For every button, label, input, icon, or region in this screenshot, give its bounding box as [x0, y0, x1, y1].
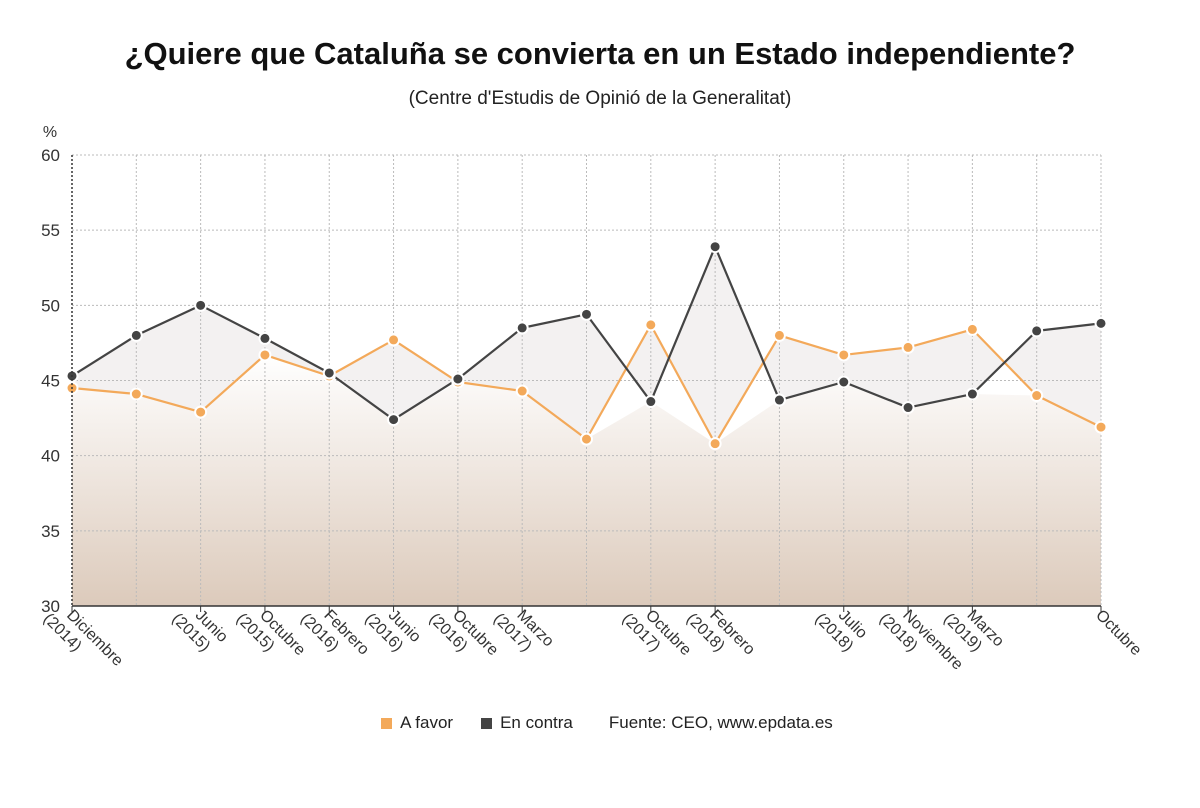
- data-point-favor: [1094, 420, 1108, 434]
- data-point-contra: [772, 393, 786, 407]
- y-tick-label: 45: [41, 372, 60, 391]
- legend-swatch-contra: [481, 717, 493, 729]
- data-point-favor: [1030, 389, 1044, 403]
- legend-item-favor: A favor: [381, 713, 453, 733]
- chart-legend: A favor En contra Fuente: CEO, www.epdat…: [0, 713, 1200, 733]
- data-point-contra: [644, 395, 658, 409]
- x-tick-label: Octubre(2017): [619, 597, 695, 673]
- data-point-favor: [772, 328, 786, 342]
- x-tick-label: Marzo(2017): [490, 597, 557, 664]
- y-tick-label: 35: [41, 522, 60, 541]
- data-point-favor: [965, 322, 979, 336]
- y-axis-label: %: [43, 124, 57, 141]
- y-tick-label: 30: [41, 597, 60, 616]
- data-point-contra: [129, 328, 143, 342]
- data-point-favor: [644, 318, 658, 332]
- x-tick-label: Octubre(2015): [233, 597, 309, 673]
- data-point-contra: [965, 387, 979, 401]
- x-tick-label: Octubre: [1092, 607, 1144, 659]
- data-point-contra: [322, 366, 336, 380]
- legend-item-contra: En contra: [481, 713, 573, 733]
- y-tick-label: 50: [41, 296, 60, 315]
- data-point-contra: [194, 298, 208, 312]
- chart-title: ¿Quiere que Cataluña se convierta en un …: [124, 36, 1076, 71]
- legend-label-favor: A favor: [400, 713, 454, 732]
- data-point-favor: [194, 405, 208, 419]
- data-point-contra: [387, 413, 401, 427]
- data-point-favor: [258, 348, 272, 362]
- data-point-contra: [1030, 324, 1044, 338]
- data-point-contra: [708, 240, 722, 254]
- y-tick-label: 40: [41, 447, 60, 466]
- data-point-favor: [129, 387, 143, 401]
- source-note: Fuente: CEO, www.epdata.es: [608, 713, 833, 732]
- data-point-favor: [708, 437, 722, 451]
- data-point-contra: [258, 331, 272, 345]
- chart-subtitle: (Centre d'Estudis de Opinió de la Genera…: [408, 88, 792, 109]
- legend-swatch-favor: [381, 717, 393, 729]
- data-point-contra: [901, 401, 915, 415]
- y-tick-label: 60: [41, 146, 60, 165]
- data-point-contra: [837, 375, 851, 389]
- data-point-favor: [580, 432, 593, 446]
- x-tick-label: Febrero(2018): [683, 597, 758, 672]
- x-tick-label: Octubre(2016): [426, 597, 502, 673]
- data-point-favor: [515, 384, 529, 398]
- x-tick-label: Febrero(2016): [297, 597, 372, 672]
- y-tick-label: 55: [41, 221, 60, 240]
- data-point-contra: [515, 321, 529, 335]
- data-point-favor: [387, 333, 401, 347]
- band-fill: [72, 246, 1101, 444]
- legend-label-contra: En contra: [500, 713, 573, 732]
- data-point-contra: [1094, 316, 1108, 330]
- data-point-contra: [580, 307, 593, 321]
- data-point-contra: [451, 372, 465, 386]
- data-point-favor: [901, 340, 915, 354]
- data-point-favor: [837, 348, 851, 362]
